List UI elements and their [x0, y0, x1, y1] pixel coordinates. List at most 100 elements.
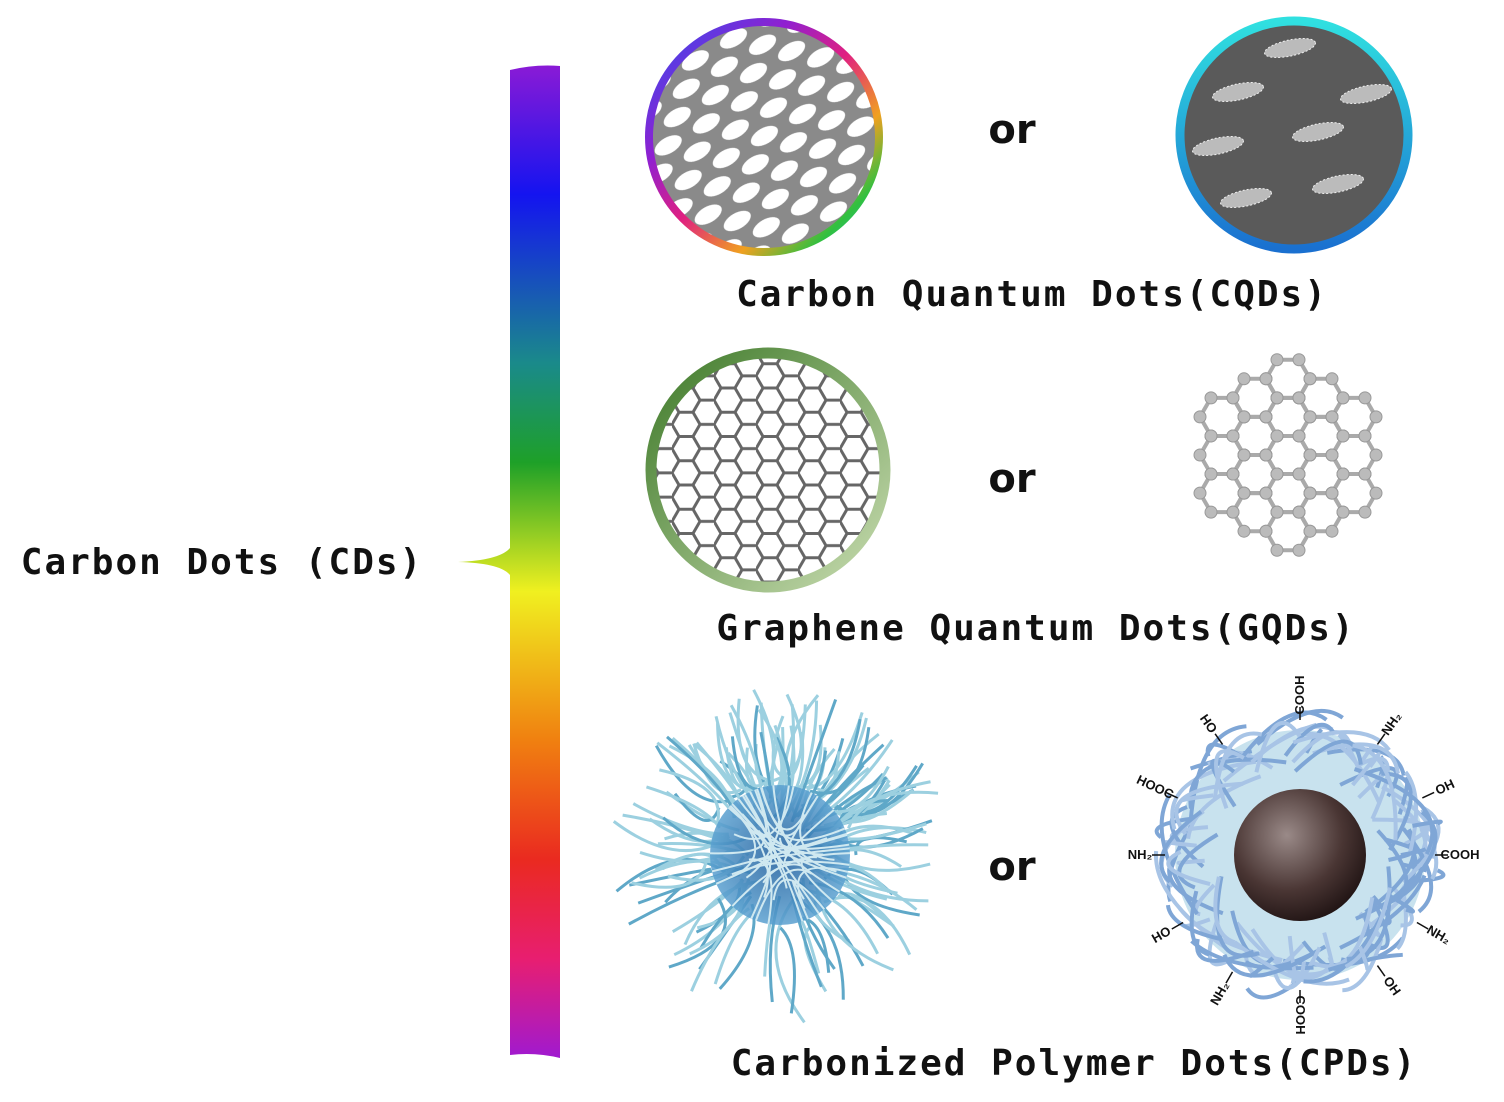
- atom: [1237, 448, 1251, 462]
- strand: [711, 837, 828, 873]
- bond-line: [1214, 733, 1224, 745]
- strand: [727, 806, 824, 856]
- bond-line: [1376, 965, 1386, 977]
- atom: [1336, 505, 1350, 519]
- atom: [1193, 486, 1207, 500]
- strand: [1166, 849, 1211, 886]
- polymer-dot: [612, 689, 939, 1024]
- strand: [1351, 752, 1381, 787]
- atom: [1325, 372, 1339, 386]
- functional-group: COOH: [1441, 847, 1480, 862]
- atom: [1292, 353, 1306, 367]
- strand: [779, 926, 796, 1014]
- strand: [772, 878, 826, 910]
- strand: [1207, 918, 1228, 967]
- flake: [1312, 173, 1364, 195]
- bond-line: [1422, 791, 1435, 799]
- strand: [797, 866, 849, 909]
- strand: [1170, 759, 1257, 830]
- strand: [1342, 938, 1384, 993]
- core: [710, 785, 850, 925]
- strand: [1344, 887, 1392, 969]
- strand: [1400, 847, 1427, 858]
- strand: [1312, 742, 1400, 774]
- atom: [1358, 391, 1372, 405]
- bracket: [458, 65, 560, 1058]
- strand: [666, 735, 734, 809]
- strand: [752, 689, 776, 792]
- strand: [748, 858, 773, 925]
- atom: [1259, 448, 1273, 462]
- strand: [730, 736, 761, 791]
- gqd-lattice: [656, 358, 880, 582]
- connector: or: [988, 844, 1035, 890]
- strand: [791, 880, 809, 920]
- root-label: Carbon Dots (CDs): [21, 542, 423, 583]
- atom: [1303, 372, 1317, 386]
- atom: [1303, 486, 1317, 500]
- bond-line: [1225, 971, 1234, 984]
- atom: [1270, 543, 1284, 557]
- atom: [1237, 486, 1251, 500]
- atom: [1336, 391, 1350, 405]
- atom: [1369, 486, 1383, 500]
- strand: [762, 852, 851, 884]
- atom: [1358, 467, 1372, 481]
- atom: [1270, 353, 1284, 367]
- flake: [1220, 187, 1272, 209]
- atom: [1270, 505, 1284, 519]
- strand: [1214, 749, 1245, 810]
- atom: [1237, 372, 1251, 386]
- functional-group: HO: [1149, 923, 1173, 946]
- strand: [745, 747, 769, 788]
- strand: [733, 786, 795, 840]
- strand: [1283, 722, 1337, 757]
- flake: [1264, 37, 1316, 59]
- atom: [1237, 524, 1251, 538]
- connector: or: [988, 456, 1035, 502]
- atom: [1259, 524, 1273, 538]
- atom: [1237, 410, 1251, 424]
- atom: [1358, 429, 1372, 443]
- bond-line: [1416, 921, 1429, 930]
- strand: [783, 809, 835, 864]
- strand: [1403, 770, 1419, 856]
- atom: [1325, 524, 1339, 538]
- strand: [1165, 904, 1220, 941]
- type-label: Carbonized Polymer Dots(CPDs): [731, 1043, 1418, 1084]
- atom: [1259, 410, 1273, 424]
- functional-group: OH: [1380, 973, 1403, 998]
- functional-group: COOH: [1292, 676, 1307, 715]
- strand: [1193, 883, 1216, 917]
- strand: [1358, 945, 1370, 974]
- atom: [1259, 372, 1273, 386]
- strand: [631, 858, 709, 889]
- carbonized-polymer-dot: COOH NH₂ OH COOH NH₂ OH COOH NH₂ HO NH₂ HOOC HO: [1128, 676, 1480, 1035]
- strand: [1159, 792, 1199, 916]
- carbon-core: [1234, 789, 1366, 921]
- type-label: Graphene Quantum Dots(GQDs): [716, 608, 1355, 649]
- functional-group: NH₂: [1378, 709, 1404, 738]
- strand: [826, 764, 865, 804]
- atom: [1303, 448, 1317, 462]
- atom: [1336, 467, 1350, 481]
- strand: [736, 698, 770, 782]
- strand: [1186, 774, 1262, 840]
- atom: [1226, 391, 1240, 405]
- functional-group: COOH: [1293, 996, 1308, 1035]
- strand: [847, 822, 927, 841]
- strand: [1322, 932, 1334, 965]
- atom: [1204, 391, 1218, 405]
- strand: [729, 804, 769, 898]
- strand: [1272, 946, 1322, 990]
- strand: [1356, 756, 1390, 820]
- flakes: [1192, 37, 1392, 209]
- strand: [836, 783, 891, 817]
- strand: [628, 867, 712, 887]
- strand: [719, 759, 747, 799]
- strand: [1352, 743, 1398, 841]
- strand: [799, 792, 835, 861]
- atom: [1325, 410, 1339, 424]
- atom: [1369, 410, 1383, 424]
- atom: [1270, 429, 1284, 443]
